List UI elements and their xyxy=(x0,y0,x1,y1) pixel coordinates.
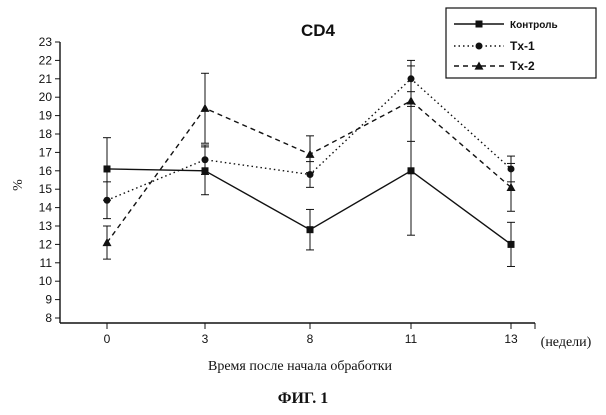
legend-marker-tx1 xyxy=(476,43,483,50)
legend-label-tx1: Tx-1 xyxy=(510,39,535,53)
x-tick-label: 11 xyxy=(405,332,418,346)
chart-title: CD4 xyxy=(301,21,336,40)
data-point-control xyxy=(104,165,111,172)
x-ticks: 0 3 8 11 13 xyxy=(104,323,535,346)
legend-marker-control xyxy=(476,21,483,28)
y-tick-label: 15 xyxy=(39,182,53,196)
y-tick-label: 9 xyxy=(45,293,52,307)
y-tick-label: 11 xyxy=(40,256,53,270)
data-point-tx2 xyxy=(407,96,416,104)
y-tick-label: 18 xyxy=(39,127,53,141)
series-layer xyxy=(103,60,516,266)
y-tick-label: 23 xyxy=(39,35,53,49)
data-point-tx2 xyxy=(306,150,315,158)
x-tick-label: 0 xyxy=(104,332,111,346)
y-tick-label: 14 xyxy=(39,201,53,215)
data-point-tx1 xyxy=(202,156,209,163)
series-tx1 xyxy=(103,66,515,219)
y-tick-label: 17 xyxy=(39,145,53,159)
data-point-control xyxy=(508,241,515,248)
y-tick-label: 16 xyxy=(39,164,53,178)
data-point-control xyxy=(408,167,415,174)
x-axis-title: Время после начала обработки xyxy=(208,359,393,374)
data-point-tx2 xyxy=(201,104,210,112)
y-tick-label: 20 xyxy=(39,90,53,104)
y-tick-label: 13 xyxy=(39,219,53,233)
y-tick-label: 19 xyxy=(39,109,53,123)
legend: Контроль Tx-1 Tx-2 xyxy=(446,8,596,78)
x-tick-label: 13 xyxy=(504,332,518,346)
y-tick-label: 22 xyxy=(39,53,53,67)
series-control xyxy=(103,106,515,266)
y-tick-label: 10 xyxy=(39,274,53,288)
x-axis-unit-label: (недели) xyxy=(541,335,592,350)
legend-label-tx2: Tx-2 xyxy=(510,59,535,73)
x-tick-label: 3 xyxy=(202,332,209,346)
series-line-tx1 xyxy=(107,79,511,200)
data-point-tx1 xyxy=(104,197,111,204)
y-ticks: 8 9 10 11 12 13 14 15 16 17 18 19 20 21 22 23 xyxy=(39,35,60,325)
y-tick-label: 12 xyxy=(39,237,53,251)
y-tick-label: 21 xyxy=(39,72,53,86)
y-axis-title: % xyxy=(11,179,26,191)
data-point-control xyxy=(307,226,314,233)
chart: CD4 8 9 10 11 12 13 14 15 16 17 18 19 20 21 22 23 0 3 8 11… xyxy=(0,0,606,415)
y-tick-label: 8 xyxy=(45,311,52,325)
legend-label-control: Контроль xyxy=(510,20,558,31)
x-tick-label: 8 xyxy=(307,332,314,346)
figure-caption: ФИГ. 1 xyxy=(278,390,329,407)
